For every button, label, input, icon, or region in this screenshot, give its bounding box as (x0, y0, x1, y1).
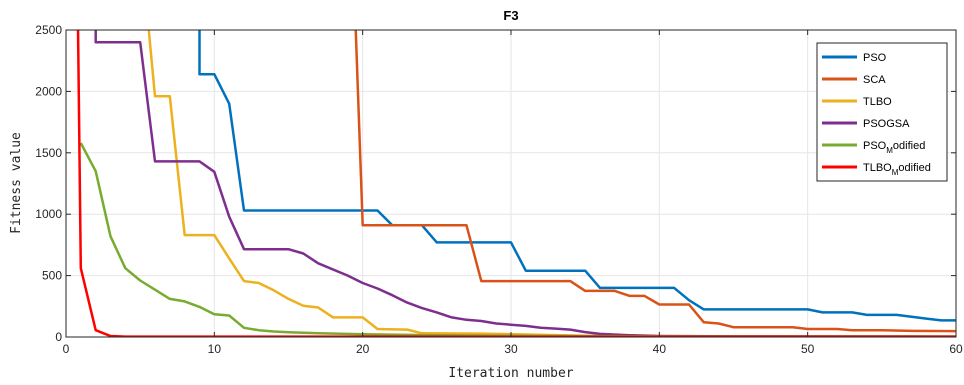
x-tick-label: 0 (63, 342, 70, 356)
x-tick-label: 10 (208, 342, 222, 356)
x-tick-label: 30 (504, 342, 518, 356)
y-tick-label: 1500 (35, 146, 62, 160)
legend-label-tail: odified (898, 162, 930, 174)
legend-entry-psomodified: PSOModified (863, 140, 925, 155)
legend-label-main: PSOGSA (863, 118, 910, 130)
y-tick-label: 2500 (35, 23, 62, 37)
legend-entry-psogsa: PSOGSA (863, 118, 910, 130)
legend-label-main: TLBO (863, 96, 892, 108)
x-tick-label: 50 (801, 342, 815, 356)
legend-entry-tlbo: TLBO (863, 96, 892, 108)
y-axis-ticks: 0 500 1000 1500 2000 2500 (35, 23, 956, 344)
legend-label-main: PSO (863, 140, 887, 152)
legend-label-subscript: M (886, 146, 893, 155)
y-axis-label: Fitness value (9, 132, 24, 234)
y-tick-label: 2000 (35, 84, 62, 98)
series-line-sca (354, 30, 956, 333)
legend-label-main: PSO (863, 52, 887, 64)
legend-label-subscript: M (892, 168, 899, 177)
series-line-pso (198, 30, 956, 322)
legend-entry-sca: SCA (863, 74, 886, 86)
chart-title: F3 (503, 8, 518, 23)
legend-label-main: SCA (863, 74, 886, 86)
x-tick-label: 20 (356, 342, 370, 356)
series-line-tlbo (147, 30, 956, 337)
legend-label-tail: odified (893, 140, 925, 152)
y-tick-label: 0 (55, 330, 62, 344)
legend-label-main: TLBO (863, 162, 892, 174)
y-tick-label: 1000 (35, 207, 62, 221)
x-tick-label: 60 (949, 342, 963, 356)
series-line-psomodified (79, 142, 956, 337)
legend-box (816, 42, 948, 182)
y-tick-label: 500 (42, 269, 62, 283)
legend-entry-tlbomodified: TLBOModified (863, 162, 931, 177)
x-tick-label: 40 (653, 342, 667, 356)
x-axis-ticks: 0 10 20 30 40 50 60 (63, 30, 963, 356)
series-line-psogsa (94, 30, 956, 337)
x-axis-label: Iteration number (448, 366, 573, 381)
legend-entry-pso: PSO (863, 52, 887, 64)
